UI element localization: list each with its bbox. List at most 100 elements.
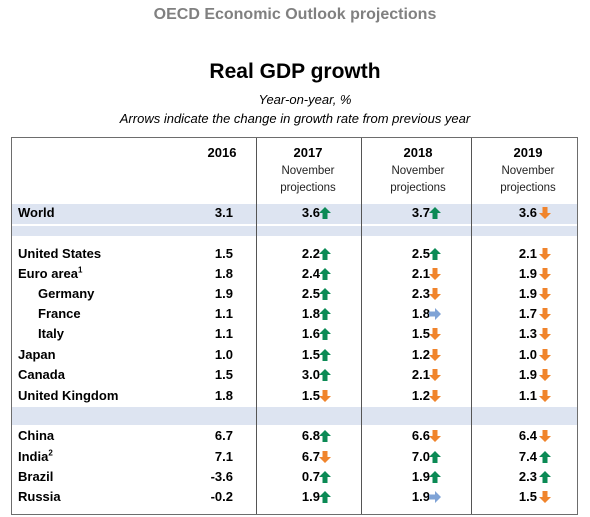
row-label: India2 — [18, 449, 53, 465]
value-2017: 6.8 — [301, 428, 320, 443]
arrow-down-icon — [539, 430, 551, 442]
value-2018: 1.9 — [411, 469, 430, 484]
arrow-up-icon — [319, 430, 331, 442]
row-label-text: Germany — [38, 286, 95, 301]
arrow-down-icon — [429, 369, 441, 381]
column-divider — [256, 138, 257, 514]
arrow-same-icon — [429, 308, 441, 320]
value-2016: 7.1 — [214, 449, 233, 464]
row-label-text: United States — [18, 246, 102, 261]
value-2016: -0.2 — [210, 489, 233, 504]
column-header-sub1: November — [391, 165, 445, 177]
value-2019: 1.0 — [518, 347, 537, 362]
value-2018: 2.3 — [411, 286, 430, 301]
value-2016: 1.5 — [214, 367, 233, 382]
row-band — [12, 226, 577, 236]
arrow-down-icon — [539, 369, 551, 381]
row-label: Germany — [38, 286, 94, 302]
arrow-up-icon — [319, 491, 331, 503]
arrow-down-icon — [539, 288, 551, 300]
arrow-up-icon — [429, 207, 441, 219]
column-header-year: 2017 — [293, 145, 323, 160]
arrow-down-icon — [429, 349, 441, 361]
table-title: Real GDP growth — [209, 60, 381, 83]
column-header-year: 2016 — [207, 145, 237, 160]
row-label-text: United Kingdom — [18, 388, 119, 403]
value-2019: 6.4 — [518, 428, 537, 443]
value-2019: 7.4 — [518, 449, 537, 464]
value-2016: 1.8 — [214, 266, 233, 281]
value-2017: 6.7 — [301, 449, 320, 464]
row-label-text: World — [18, 205, 55, 220]
value-2019: 3.6 — [518, 205, 537, 220]
column-header-year: 2019 — [513, 145, 543, 160]
arrow-down-icon — [539, 390, 551, 402]
value-2018: 1.8 — [411, 306, 430, 321]
arrow-down-icon — [539, 328, 551, 340]
row-label: Russia — [18, 489, 61, 505]
column-header-subtitle: November projections — [483, 164, 573, 195]
column-divider — [361, 138, 362, 514]
arrow-down-icon — [539, 308, 551, 320]
value-2018: 1.5 — [411, 326, 430, 341]
arrow-up-icon — [539, 451, 551, 463]
arrow-down-icon — [539, 248, 551, 260]
value-2018: 7.0 — [411, 449, 430, 464]
row-label: China — [18, 428, 54, 444]
arrow-up-icon — [429, 451, 441, 463]
value-2017: 2.2 — [301, 246, 320, 261]
value-2017: 1.6 — [301, 326, 320, 341]
value-2019: 1.9 — [518, 367, 537, 382]
arrow-up-icon — [319, 268, 331, 280]
arrow-up-icon — [429, 248, 441, 260]
column-header-sub1: November — [281, 165, 335, 177]
value-2016: 1.0 — [214, 347, 233, 362]
column-header-sub2: projections — [280, 182, 336, 194]
gdp-table: 2016 2017 November projections 2018 November p… — [11, 137, 578, 515]
arrow-down-icon — [319, 390, 331, 402]
value-2017: 0.7 — [301, 469, 320, 484]
value-2019: 1.1 — [518, 388, 537, 403]
value-2016: 6.7 — [214, 428, 233, 443]
arrow-up-icon — [319, 308, 331, 320]
arrow-down-icon — [429, 390, 441, 402]
row-label-text: Japan — [18, 347, 56, 362]
row-label-text: Russia — [18, 489, 61, 504]
arrow-up-icon — [429, 471, 441, 483]
arrow-down-icon — [539, 268, 551, 280]
value-2018: 1.2 — [411, 347, 430, 362]
value-2016: 1.1 — [214, 306, 233, 321]
arrow-down-icon — [429, 430, 441, 442]
footnote-marker: 2 — [48, 448, 53, 458]
arrow-down-icon — [319, 451, 331, 463]
value-2016: 1.5 — [214, 246, 233, 261]
row-label-text: Brazil — [18, 469, 54, 484]
column-header-sub2: projections — [390, 182, 446, 194]
value-2018: 2.5 — [411, 246, 430, 261]
arrow-down-icon — [429, 328, 441, 340]
value-2019: 1.9 — [518, 266, 537, 281]
value-2019: 1.7 — [518, 306, 537, 321]
row-label-text: Euro area — [18, 266, 78, 281]
row-label: Japan — [18, 347, 56, 363]
arrow-up-icon — [319, 248, 331, 260]
value-2017: 2.5 — [301, 286, 320, 301]
value-2016: 1.8 — [214, 388, 233, 403]
value-2017: 1.9 — [301, 489, 320, 504]
value-2016: 1.1 — [214, 326, 233, 341]
row-label: Brazil — [18, 469, 53, 485]
value-2016: -3.6 — [210, 469, 233, 484]
value-2019: 2.3 — [518, 469, 537, 484]
row-label-text: China — [18, 428, 55, 443]
column-header-sub1: November — [501, 165, 555, 177]
arrow-up-icon — [319, 207, 331, 219]
column-header-year: 2018 — [403, 145, 433, 160]
row-label-text: India — [18, 449, 49, 464]
arrow-down-icon — [539, 207, 551, 219]
arrow-down-icon — [539, 491, 551, 503]
value-2017: 3.6 — [301, 205, 320, 220]
row-label: World — [18, 205, 55, 221]
value-2019: 1.5 — [518, 489, 537, 504]
column-header-sub2: projections — [500, 182, 556, 194]
value-2016: 1.9 — [214, 286, 233, 301]
